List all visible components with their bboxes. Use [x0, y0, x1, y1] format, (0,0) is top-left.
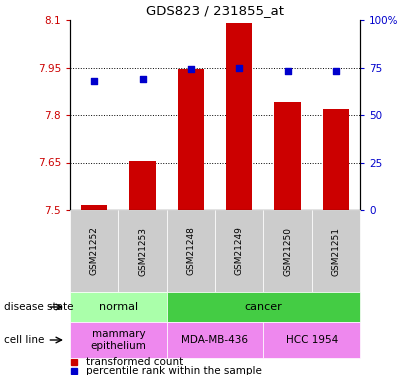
Text: GSM21250: GSM21250 — [283, 226, 292, 276]
Text: GSM21248: GSM21248 — [186, 226, 195, 275]
Text: percentile rank within the sample: percentile rank within the sample — [86, 366, 262, 375]
Text: cell line: cell line — [4, 335, 44, 345]
Point — [91, 78, 97, 84]
Bar — [274, 102, 301, 210]
Text: GSM21252: GSM21252 — [90, 226, 99, 275]
Text: normal: normal — [99, 302, 138, 312]
Text: GSM21253: GSM21253 — [138, 226, 147, 276]
Point — [139, 76, 146, 82]
Bar — [129, 161, 156, 210]
Text: MDA-MB-436: MDA-MB-436 — [182, 335, 249, 345]
Bar — [323, 109, 349, 210]
Text: HCC 1954: HCC 1954 — [286, 335, 338, 345]
Bar — [178, 69, 204, 210]
Text: disease state: disease state — [4, 302, 74, 312]
Point — [187, 66, 194, 72]
Bar — [81, 205, 107, 210]
Text: mammary
epithelium: mammary epithelium — [90, 329, 146, 351]
Text: cancer: cancer — [245, 302, 282, 312]
Title: GDS823 / 231855_at: GDS823 / 231855_at — [146, 4, 284, 18]
Bar — [226, 23, 252, 210]
Text: GSM21249: GSM21249 — [235, 226, 244, 275]
Text: GSM21251: GSM21251 — [331, 226, 340, 276]
Point — [284, 68, 291, 74]
Point — [332, 68, 339, 74]
Text: transformed count: transformed count — [86, 357, 184, 367]
Point — [236, 64, 242, 70]
